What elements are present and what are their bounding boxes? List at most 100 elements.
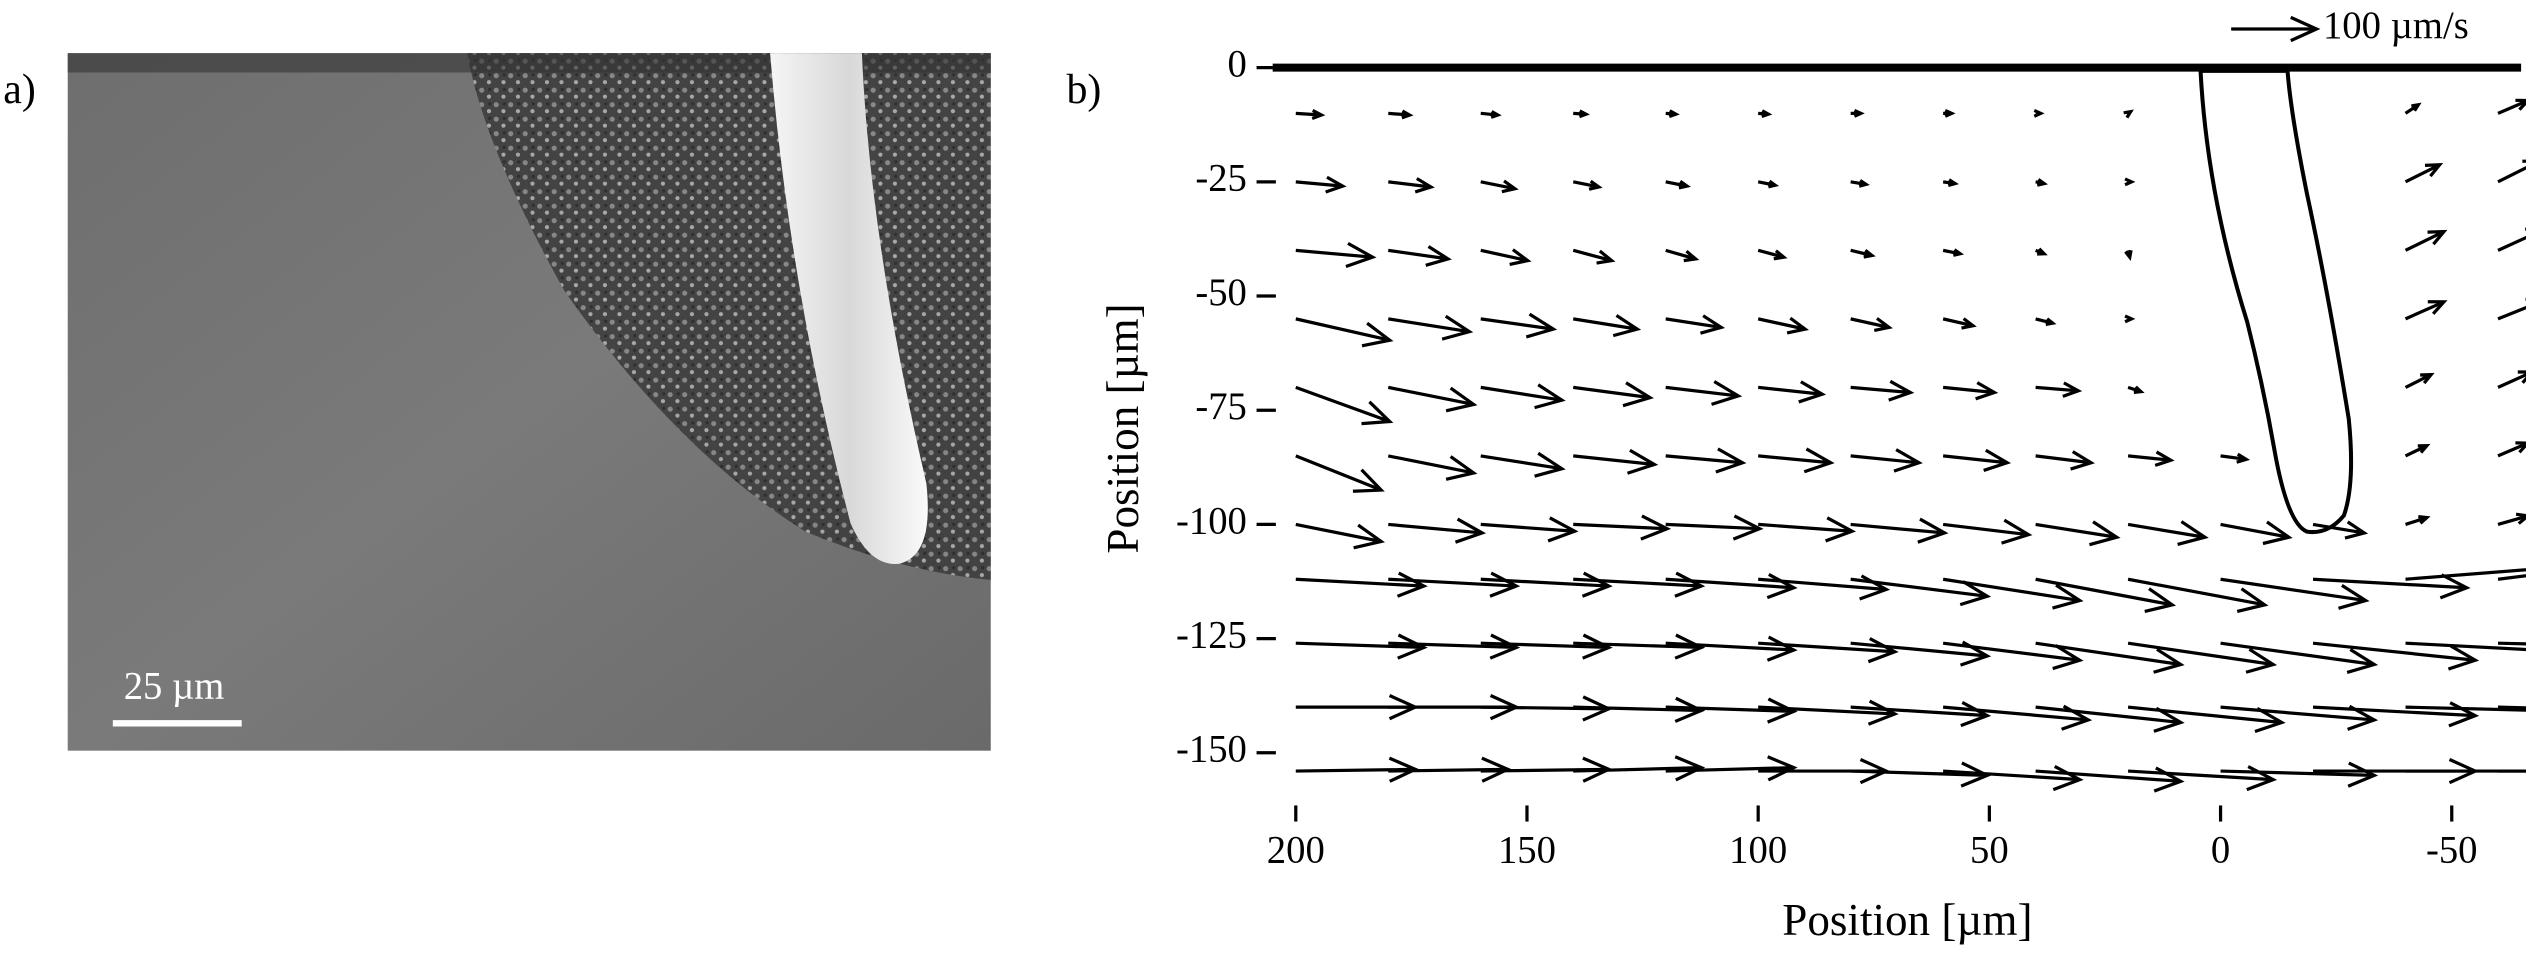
x-tick-label: -50 (2426, 830, 2478, 872)
arrow (1665, 248, 1700, 263)
x-tick-label: 0 (2211, 830, 2230, 872)
arrow (1665, 380, 1743, 406)
arrow (2127, 450, 2175, 467)
arrow (1942, 178, 1959, 188)
arrow (2405, 515, 2431, 526)
arrow (1480, 451, 1566, 478)
arrow (1665, 573, 1798, 600)
arrow (1757, 248, 1788, 261)
arrow (2220, 641, 2379, 675)
arrow (1942, 577, 2084, 610)
arrow (1573, 381, 1654, 408)
y-tick-label: -50 (1195, 272, 1247, 314)
arrow (2127, 385, 2145, 394)
arrow (1388, 177, 1435, 194)
arrow (1665, 755, 1798, 782)
arrow (1850, 379, 1915, 402)
panel-label: a) (3, 67, 36, 113)
arrow (2220, 452, 2251, 464)
arrow (2033, 108, 2045, 118)
arrow (2497, 574, 2526, 581)
arrow (2124, 177, 2136, 187)
arrow (1665, 514, 1764, 541)
arrow (1758, 699, 1899, 726)
arrow (1850, 317, 1893, 333)
arrow (2404, 300, 2448, 321)
arrow (1387, 454, 1478, 481)
arrow (2035, 450, 2095, 471)
arrow (1388, 571, 1521, 598)
arrow (1572, 248, 1616, 265)
arrow (1758, 637, 1899, 664)
arrow (1942, 381, 1999, 401)
arrow (1665, 179, 1691, 190)
arrow (1295, 454, 1385, 493)
arrow (2035, 520, 2121, 547)
arrow (2035, 705, 2185, 733)
arrow (2220, 761, 2379, 788)
x-tick-label: 100 (1729, 830, 1787, 872)
arrow (1850, 577, 1992, 607)
y-tick-label: -25 (1195, 158, 1247, 200)
arrow (1480, 248, 1532, 266)
arrow (2405, 641, 2526, 652)
arrow (1942, 248, 1965, 257)
arrow (1480, 571, 1613, 598)
arrow (1850, 517, 1949, 544)
arrow (2312, 520, 2369, 540)
arrow (1388, 314, 1474, 341)
y-axis-label: Position [µm] (1098, 303, 1148, 553)
arrow (1665, 635, 1798, 662)
key-label: 100 µm/s (2323, 5, 2469, 47)
arrow (2497, 512, 2526, 526)
arrow (1480, 312, 1558, 339)
arrow (1480, 383, 1566, 410)
y-tick-label: 0 (1228, 44, 1247, 86)
arrow (2405, 568, 2526, 581)
arrow (1758, 380, 1827, 404)
y-tick-label: -150 (1176, 729, 1247, 771)
arrow (2123, 109, 2134, 119)
arrow (1480, 516, 1579, 543)
arrow (2405, 769, 2526, 773)
arrow (1850, 701, 1992, 728)
arrow (2124, 314, 2136, 324)
arrow (1572, 179, 1603, 191)
y-tick-label: -100 (1176, 500, 1247, 542)
x-tick-label: 200 (1267, 830, 1325, 872)
arrow (1758, 109, 1773, 119)
arrow (1665, 447, 1747, 474)
arrow (1943, 764, 2084, 792)
arrow (1480, 179, 1519, 194)
arrow (1573, 514, 1672, 541)
arrow (1850, 248, 1876, 259)
arrow (2312, 573, 2471, 600)
x-axis-label: Position [µm] (1782, 895, 2032, 945)
arrow (1295, 317, 1394, 348)
y-tick-label: -75 (1195, 386, 1247, 428)
arrow (1480, 633, 1613, 660)
arrow (1573, 696, 1706, 723)
arrow (1573, 755, 1706, 782)
arrow (2127, 577, 2269, 614)
x-tick-label: 150 (1498, 830, 1556, 872)
arrow (1388, 245, 1452, 267)
arrow (1295, 385, 1394, 426)
arrow (1388, 633, 1521, 660)
x-tick-label: 50 (1970, 830, 2009, 872)
key-arrow (2231, 15, 2321, 43)
arrow (2497, 769, 2526, 773)
arrow (1480, 110, 1502, 119)
arrow (2220, 577, 2370, 610)
arrow (2035, 178, 2048, 187)
arrow (2035, 247, 2048, 256)
arrow (2035, 577, 2177, 614)
arrow (2312, 641, 2480, 671)
arrow (1572, 314, 1642, 338)
arrow (1295, 241, 1377, 268)
arrow (1850, 108, 1865, 118)
arrow (2404, 163, 2444, 184)
arrow (1942, 448, 2012, 472)
arrow (2127, 520, 2209, 546)
